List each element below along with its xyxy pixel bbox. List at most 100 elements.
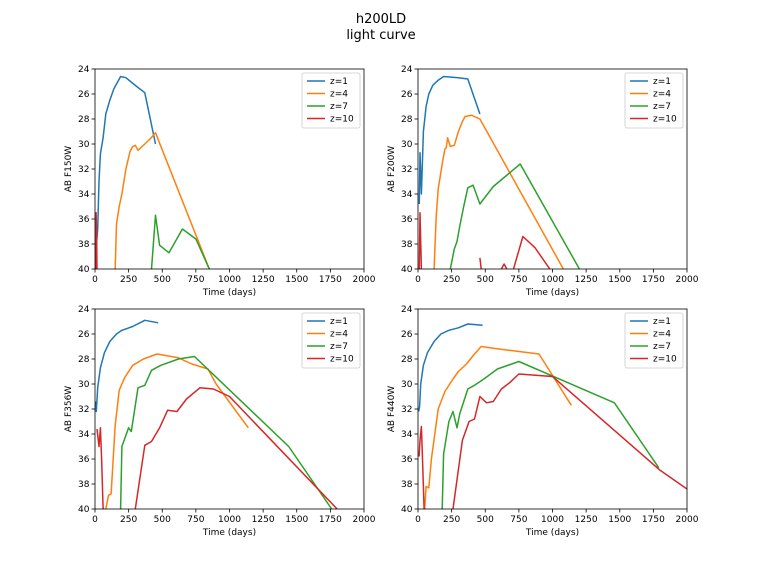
axes-frame (417, 68, 688, 270)
x-tick-label: 1750 (642, 275, 665, 285)
legend-box (624, 312, 684, 369)
legend-label: z=1 (330, 77, 348, 87)
series-group (95, 319, 338, 509)
x-tick-label: 500 (477, 275, 494, 285)
y-tick-label: 32 (78, 165, 89, 175)
y-tick-label: 26 (78, 90, 90, 100)
legend-label: z=4 (330, 330, 348, 340)
series-line-z7 (119, 355, 333, 509)
x-tick-label: 0 (92, 515, 98, 525)
x-tick-label: 0 (415, 515, 421, 525)
legend-box (301, 312, 361, 369)
figure-title-line2: light curve (346, 28, 415, 43)
series-line-z1 (418, 323, 483, 412)
legend-label: z=1 (653, 77, 671, 87)
legend-label: z=10 (653, 115, 677, 125)
axes-frame (94, 68, 365, 270)
subplot-grid: 0 250 500 750 1000 1250 1500 1750 2000 24 26 28 30 32… (64, 65, 699, 538)
x-tick-label: 250 (120, 275, 137, 285)
y-tick-label: 38 (401, 480, 413, 490)
x-tick-label: 2000 (353, 515, 376, 525)
x-tick-label: 1500 (608, 275, 631, 285)
figure-title-line1: h200LD (356, 12, 406, 27)
x-tick-label: 250 (443, 275, 460, 285)
y-tick-label: 24 (78, 305, 90, 315)
legend-label: z=7 (330, 102, 348, 112)
y-tick-label: 26 (401, 330, 413, 340)
y-tick-label: 24 (78, 65, 90, 75)
series-line-z10 (418, 425, 425, 509)
legend-label: z=10 (330, 115, 354, 125)
y-tick-label: 30 (78, 140, 90, 150)
x-tick-label: 1000 (218, 515, 241, 525)
series-line-z10 (512, 235, 551, 269)
y-axis-label: AB F440W (387, 386, 397, 433)
series-group (418, 75, 581, 269)
y-tick-label: 24 (401, 65, 413, 75)
series-line-z10 (418, 212, 423, 269)
x-tick-label: 1250 (575, 275, 598, 285)
legend: z=1 z=4 z=7 z=10 (624, 312, 684, 369)
series-line-z7 (150, 214, 210, 269)
legend-label: z=4 (653, 330, 671, 340)
y-tick-label: 36 (401, 455, 413, 465)
y-axis-label: AB F150W (64, 146, 74, 193)
x-tick-label: 1000 (218, 275, 241, 285)
y-tick-label: 34 (401, 430, 413, 440)
series-group (95, 75, 210, 269)
x-tick-label: 1750 (319, 515, 342, 525)
x-tick-label: 500 (154, 515, 171, 525)
series-line-z4 (114, 132, 210, 269)
series-line-z10 (479, 257, 482, 269)
x-tick-label: 250 (120, 515, 137, 525)
y-tick-label: 38 (78, 240, 90, 250)
y-tick-label: 28 (401, 115, 413, 125)
y-tick-label: 30 (401, 380, 413, 390)
y-tick-label: 32 (401, 405, 412, 415)
y-tick-label: 30 (78, 380, 90, 390)
series-line-z1 (95, 319, 159, 413)
x-tick-label: 1750 (319, 275, 342, 285)
series-line-z4 (105, 353, 249, 509)
series-line-z7 (449, 163, 581, 269)
series-group (418, 323, 687, 509)
axes-frame (94, 308, 365, 510)
subplot-2: 0 250 500 750 1000 1250 1500 1750 2000 24 26 28 30 32… (387, 65, 699, 298)
y-tick-label: 36 (401, 215, 413, 225)
legend-label: z=10 (653, 355, 677, 365)
x-tick-label: 1500 (608, 515, 631, 525)
series-line-z1 (95, 75, 157, 247)
subplot-4: 0 250 500 750 1000 1250 1500 1750 2000 24 26 28 30 32… (387, 305, 699, 538)
x-axis-label: Time (days) (202, 288, 256, 298)
legend-label: z=1 (330, 317, 348, 327)
legend-label: z=7 (653, 102, 671, 112)
x-tick-label: 750 (510, 275, 527, 285)
subplot-3: 0 250 500 750 1000 1250 1500 1750 2000 24 26 28 30 32… (64, 305, 376, 538)
series-line-z10 (500, 263, 508, 269)
y-tick-label: 32 (401, 165, 412, 175)
x-tick-label: 1250 (252, 515, 275, 525)
series-line-z10 (95, 212, 98, 269)
legend-label: z=7 (653, 342, 671, 352)
y-tick-label: 30 (401, 140, 413, 150)
legend-box (624, 72, 684, 129)
y-tick-label: 26 (78, 330, 90, 340)
legend-box (301, 72, 361, 129)
y-tick-label: 38 (401, 240, 413, 250)
x-axis-label: Time (days) (525, 528, 579, 538)
series-line-z4 (433, 114, 564, 269)
y-tick-label: 28 (78, 355, 90, 365)
x-tick-label: 1500 (285, 275, 308, 285)
x-tick-label: 1250 (252, 275, 275, 285)
y-tick-label: 34 (78, 430, 90, 440)
y-tick-label: 40 (401, 265, 413, 275)
x-tick-label: 750 (510, 515, 527, 525)
x-tick-label: 750 (187, 515, 204, 525)
y-tick-label: 28 (401, 355, 413, 365)
y-tick-label: 26 (401, 90, 413, 100)
series-line-z7 (441, 360, 660, 509)
y-tick-label: 40 (78, 265, 90, 275)
legend-label: z=7 (330, 342, 348, 352)
x-tick-label: 750 (187, 275, 204, 285)
x-tick-label: 0 (92, 275, 98, 285)
